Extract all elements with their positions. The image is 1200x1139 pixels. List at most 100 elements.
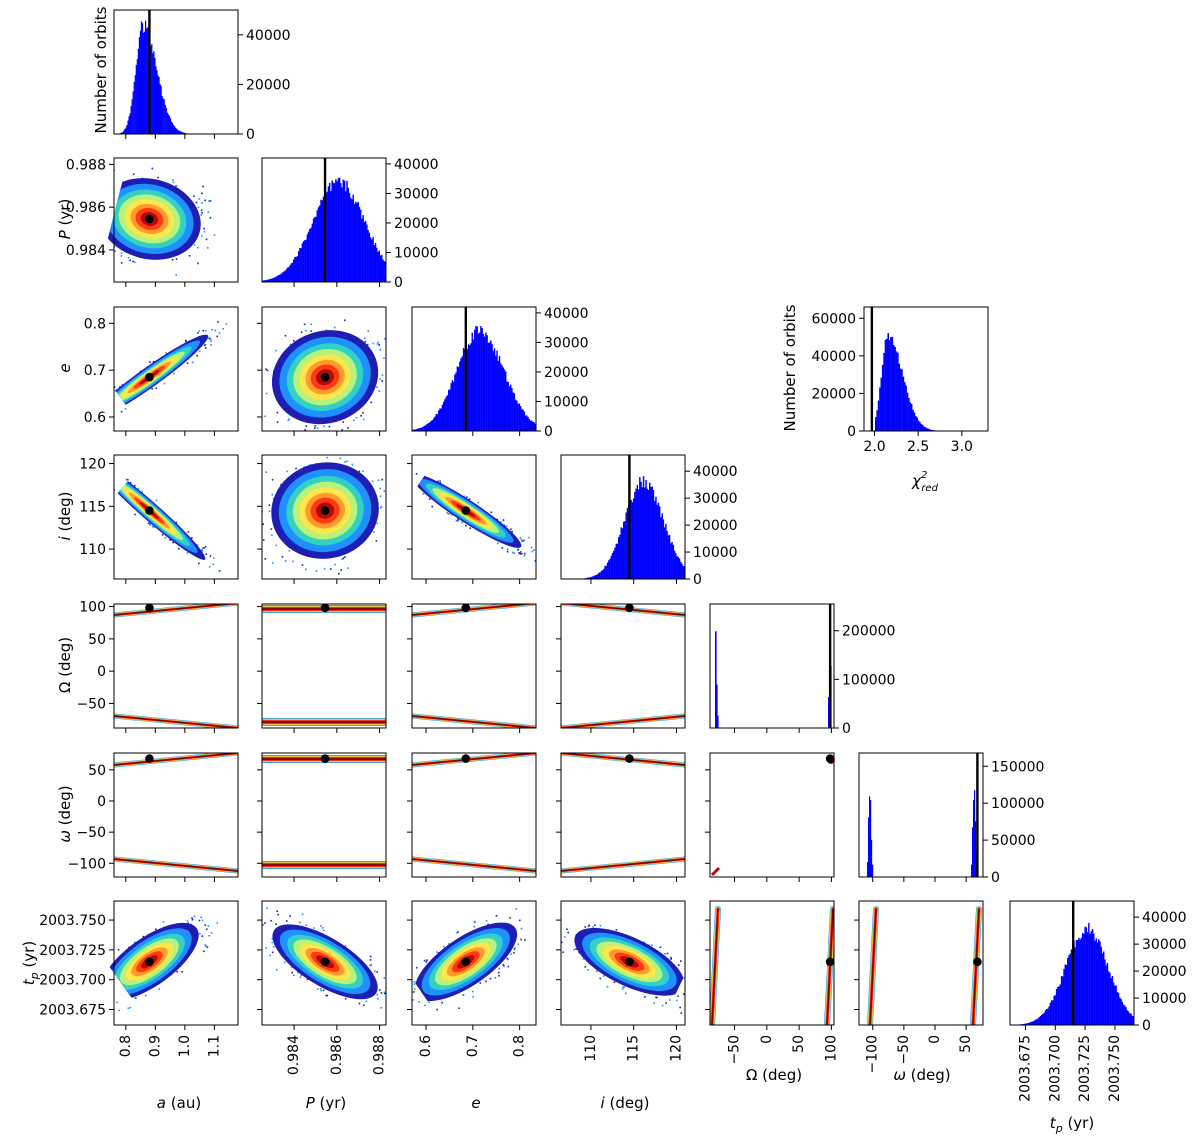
y-tick-label: 2003.750 xyxy=(39,913,106,929)
hist-count-label: 10000 xyxy=(394,245,439,261)
y-tick-label: 110 xyxy=(79,542,106,558)
panel-tp-vs-omega: −100 −50 0 50 xyxy=(854,900,984,1073)
best-fit-point xyxy=(320,957,330,967)
ylabel-Omega: Ω (deg) xyxy=(56,637,74,693)
hist-count-label: 100000 xyxy=(991,796,1044,812)
chi2-y-tick-label: 60000 xyxy=(811,311,856,327)
xlabel-omega: ω (deg) xyxy=(893,1066,950,1084)
y-tick-label: 100 xyxy=(79,600,106,616)
panel-P-vs-a: 0.984 0.986 0.988 xyxy=(66,157,239,287)
best-fit-point xyxy=(825,754,835,763)
y-tick-label: 0.986 xyxy=(66,200,106,216)
y-tick-label: −100 xyxy=(68,856,106,872)
best-fit-point xyxy=(145,754,154,763)
hist-count-label: 0 xyxy=(991,870,1000,886)
y-tick-label: 0.7 xyxy=(84,363,106,379)
x-tick-label: 0.9 xyxy=(147,1035,163,1057)
x-tick-label: 0.8 xyxy=(118,1035,134,1057)
panel-tp-vs-P: 0.984 0.986 0.988 xyxy=(257,900,388,1075)
hist-count-label: 10000 xyxy=(1142,991,1187,1007)
y-tick-label: 50 xyxy=(88,763,106,779)
best-fit-point xyxy=(973,957,982,967)
chi2-y-tick-label: 40000 xyxy=(811,349,856,365)
panel-i-vs-a: 110 115 120 xyxy=(79,454,239,584)
panel-tp-vs-i: 110 115 120 xyxy=(556,900,686,1062)
xlabel-e: e xyxy=(471,1094,480,1112)
panel-Omega-vs-i xyxy=(556,603,686,733)
x-tick-label: 100 xyxy=(823,1035,839,1062)
x-tick-label: 0.8 xyxy=(512,1035,528,1057)
x-tick-label: 0.984 xyxy=(286,1035,302,1075)
hist-count-label: 20000 xyxy=(693,518,738,534)
chi2-x-tick-label: 2.0 xyxy=(863,439,885,455)
hist-count-label: 100000 xyxy=(842,672,895,688)
panel-e-vs-a: 0.6 0.7 0.8 xyxy=(84,306,239,436)
hist-count-label: 0 xyxy=(246,127,255,143)
x-tick-label: 2003.725 xyxy=(1077,1035,1093,1102)
chi2-x-tick-label: 3.0 xyxy=(951,439,973,455)
best-fit-point xyxy=(320,603,330,613)
x-tick-label: 2003.700 xyxy=(1047,1035,1063,1102)
best-fit-point xyxy=(145,506,154,515)
best-fit-point xyxy=(461,603,471,613)
hist-count-label: 0 xyxy=(842,721,851,737)
hist-count-label: 30000 xyxy=(693,491,738,507)
hist-a-ylabel: Number of orbits xyxy=(92,6,110,133)
hist-chi2: 0 20000 40000 60000 2.0 2.5 3.0 xyxy=(811,306,989,455)
y-tick-label: 0.6 xyxy=(84,410,106,426)
hist-count-label: 20000 xyxy=(394,216,439,232)
hist-count-label: 200000 xyxy=(842,624,895,640)
ylabel-tp: tp (yr) xyxy=(20,941,41,985)
chi2-ylabel: Number of orbits xyxy=(781,304,799,431)
x-tick-label: 120 xyxy=(668,1035,684,1062)
hist-count-label: 30000 xyxy=(544,335,589,351)
y-tick-label: 2003.675 xyxy=(39,1003,106,1019)
best-fit-point xyxy=(461,506,471,515)
x-tick-label: 2003.750 xyxy=(1107,1035,1123,1102)
y-tick-label: 0 xyxy=(97,794,106,810)
best-fit-point xyxy=(320,506,330,515)
y-tick-label: 0.984 xyxy=(66,243,106,259)
best-fit-point xyxy=(145,214,154,224)
panel-Omega-vs-e xyxy=(407,603,537,733)
panel-Omega-vs-a: −50 0 50 100 xyxy=(76,600,239,733)
xlabel-i: i (deg) xyxy=(601,1094,650,1112)
hist-tp: 0 10000 20000 30000 40000 2003.675 2003.700 200… xyxy=(1009,900,1187,1102)
hist-count-label: 50000 xyxy=(991,833,1036,849)
hist-P: 0 10000 20000 30000 40000 xyxy=(261,157,439,291)
y-tick-label: 2003.700 xyxy=(39,973,106,989)
x-tick-label: 0.7 xyxy=(465,1035,481,1057)
x-tick-label: 0.988 xyxy=(372,1035,388,1075)
hist-count-label: 0 xyxy=(544,424,553,440)
y-tick-label: −50 xyxy=(76,825,106,841)
x-tick-label: 50 xyxy=(958,1035,974,1053)
panel-i-vs-e xyxy=(407,454,537,584)
panel-omega-vs-P xyxy=(257,752,387,882)
y-tick-label: −50 xyxy=(76,696,106,712)
x-tick-label: 115 xyxy=(626,1035,642,1062)
hist-count-label: 40000 xyxy=(1142,910,1187,926)
panel-omega-vs-e xyxy=(407,752,537,882)
ylabel-i: i (deg) xyxy=(56,492,74,541)
x-tick-label: −100 xyxy=(865,1035,881,1073)
best-fit-point xyxy=(625,603,634,613)
x-tick-label: 1.0 xyxy=(177,1035,193,1057)
y-tick-label: 50 xyxy=(88,632,106,648)
best-fit-point xyxy=(461,957,471,967)
hist-count-label: 20000 xyxy=(1142,964,1187,980)
panel-i-vs-P xyxy=(257,454,387,584)
best-fit-point xyxy=(625,957,634,967)
hist-count-label: 0 xyxy=(693,572,702,588)
best-fit-point xyxy=(461,754,471,763)
x-tick-label: 2003.675 xyxy=(1018,1035,1034,1102)
x-tick-label: −50 xyxy=(727,1035,743,1065)
hist-a: 0 20000 40000 xyxy=(113,9,291,143)
ylabel-P: P (yr) xyxy=(56,199,74,240)
best-fit-point xyxy=(625,754,634,763)
x-tick-label: 0.6 xyxy=(418,1035,434,1057)
x-tick-label: −50 xyxy=(896,1035,912,1065)
plots-layer: 0.984 0.986 0.988 0.6 0.7 0.8 110 115 120 −50 0 50 1… xyxy=(39,9,1187,1102)
hist-count-label: 40000 xyxy=(544,306,589,322)
panel-tp-vs-a: 0.8 0.9 1.0 1.1 2003.675 2003.700 2003.725 2003… xyxy=(39,900,239,1057)
